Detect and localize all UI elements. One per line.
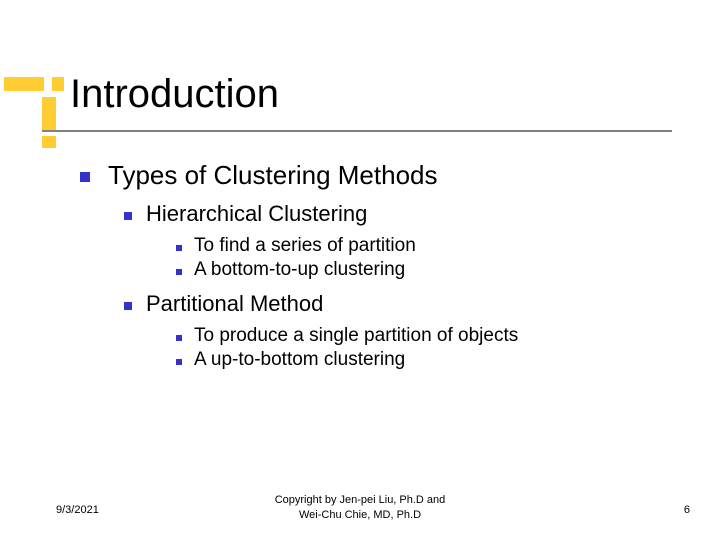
- bullet-text: Types of Clustering Methods: [108, 160, 438, 191]
- bullet-text: To find a series of partition: [194, 235, 416, 257]
- accent-block: [52, 77, 64, 91]
- bullet-level2: Partitional Method To produce a single p…: [124, 291, 680, 371]
- bullet-icon: [176, 269, 182, 275]
- bullet-text: A up-to-bottom clustering: [194, 349, 405, 371]
- slide-content: Types of Clustering Methods Hierarchical…: [80, 160, 680, 383]
- bullet-icon: [124, 302, 132, 310]
- footer-copyright: Copyright by Jen-pei Liu, Ph.D and Wei-C…: [0, 493, 720, 522]
- bullet-text: Hierarchical Clustering: [146, 201, 367, 227]
- bullet-level3-group: To find a series of partition A bottom-t…: [176, 235, 680, 281]
- bullet-level3: To find a series of partition: [176, 235, 680, 257]
- accent-block: [42, 136, 56, 148]
- bullet-level3: A bottom-to-up clustering: [176, 259, 680, 281]
- bullet-text: A bottom-to-up clustering: [194, 259, 405, 281]
- bullet-text: To produce a single partition of objects: [194, 325, 518, 347]
- bullet-icon: [176, 245, 182, 251]
- accent-block: [4, 77, 44, 91]
- bullet-level1: Types of Clustering Methods Hierarchical…: [80, 160, 680, 371]
- bullet-level3: To produce a single partition of objects: [176, 325, 680, 347]
- slide-title: Introduction: [70, 72, 279, 117]
- bullet-text: Partitional Method: [146, 291, 323, 317]
- bullet-level3: A up-to-bottom clustering: [176, 349, 680, 371]
- copyright-line: Copyright by Jen-pei Liu, Ph.D and: [275, 494, 446, 506]
- bullet-icon: [176, 359, 182, 365]
- bullet-icon: [176, 335, 182, 341]
- bullet-icon: [124, 212, 132, 220]
- title-underline: [42, 130, 672, 132]
- accent-block: [42, 97, 56, 131]
- bullet-level3-group: To produce a single partition of objects…: [176, 325, 680, 371]
- bullet-icon: [80, 172, 90, 182]
- copyright-line: Wei-Chu Chie, MD, Ph.D: [299, 509, 421, 521]
- bullet-level2: Hierarchical Clustering To find a series…: [124, 201, 680, 281]
- footer-page-number: 6: [684, 504, 690, 516]
